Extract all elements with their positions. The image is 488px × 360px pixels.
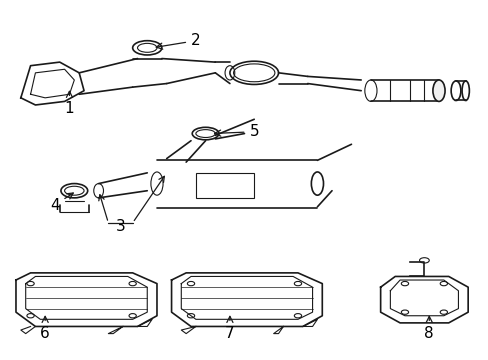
Text: 7: 7 — [224, 316, 234, 341]
Bar — [196, 173, 254, 198]
Text: 8: 8 — [424, 316, 433, 341]
Text: 4: 4 — [50, 193, 73, 212]
Text: 6: 6 — [40, 316, 50, 341]
Text: 5: 5 — [214, 124, 259, 139]
Text: 2: 2 — [156, 33, 200, 49]
Ellipse shape — [432, 80, 444, 102]
Text: 1: 1 — [64, 91, 74, 116]
Text: 3: 3 — [115, 219, 125, 234]
